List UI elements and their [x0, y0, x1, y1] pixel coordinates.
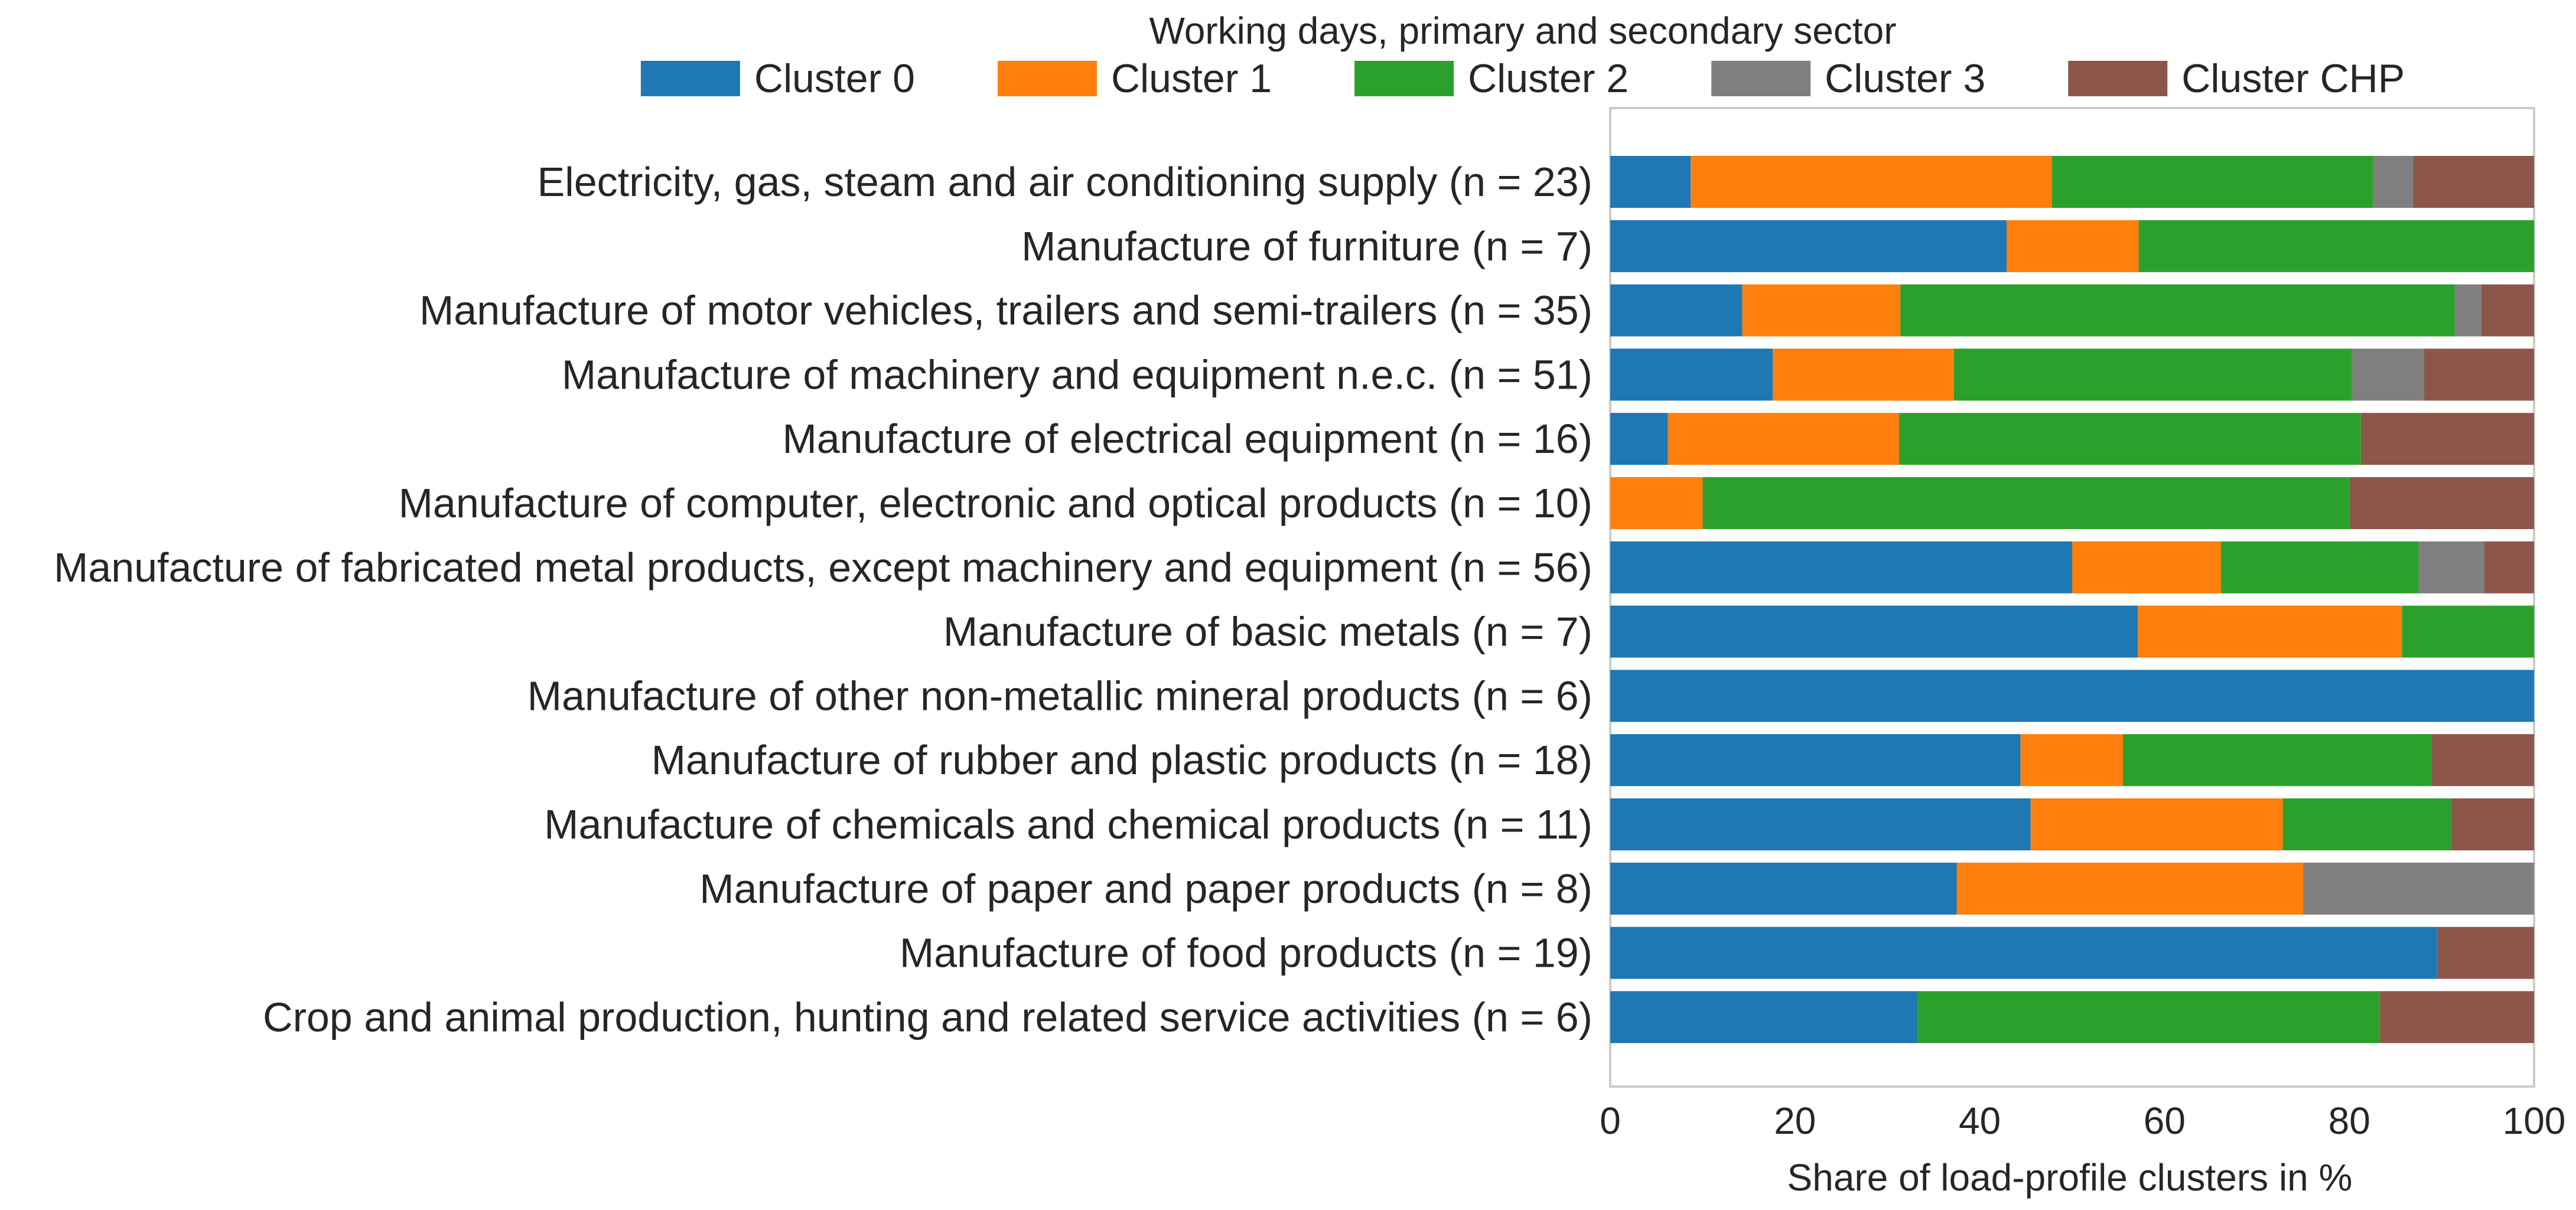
bar-segment-13-cluster-chp [2437, 927, 2534, 979]
x-tick-label: 40 [1959, 1100, 2001, 1142]
x-axis-ticks: 0 20 40 60 80 100 [1600, 1100, 2565, 1142]
bar-segment-6-cluster-1 [1610, 477, 1703, 529]
bar-segment-11-cluster-1 [2030, 798, 2283, 850]
bar-segment-10-cluster-2 [2123, 734, 2432, 787]
legend-swatch-cluster-3 [1711, 61, 1811, 96]
bar-segment-6-cluster-chp [2349, 477, 2534, 529]
bar-segment-10-cluster-chp [2431, 734, 2534, 787]
legend-label: Cluster 0 [754, 56, 915, 101]
bar-segment-7-cluster-1 [2072, 541, 2221, 593]
category-label: Manufacture of paper and paper products … [699, 866, 1593, 912]
bars [1610, 156, 2534, 1043]
bar-segment-4-cluster-chp [2424, 348, 2534, 401]
category-label: Manufacture of fabricated metal products… [54, 544, 1593, 591]
bar-segment-4-cluster-0 [1610, 348, 1773, 401]
bar-segment-12-cluster-1 [1956, 862, 2303, 915]
x-tick-label: 100 [2503, 1100, 2566, 1142]
legend-label: Cluster 1 [1111, 56, 1272, 101]
bar-segment-3-cluster-0 [1610, 284, 1743, 337]
plot-area-frame [1609, 107, 2535, 1088]
category-label: Manufacture of food products (n = 19) [900, 930, 1593, 976]
legend-swatch-cluster-2 [1354, 61, 1454, 96]
bar-segment-3-cluster-3 [2454, 284, 2481, 337]
bar-segment-3-cluster-chp [2481, 284, 2534, 337]
legend-swatch-cluster-chp [2068, 61, 2168, 96]
bar-segment-4-cluster-1 [1773, 348, 1954, 401]
x-tick-label: 60 [2144, 1100, 2186, 1142]
bar-segment-8-cluster-0 [1610, 605, 2138, 658]
bar-segment-1-cluster-2 [2051, 156, 2373, 208]
bar-segment-4-cluster-2 [1953, 348, 2352, 401]
category-label: Manufacture of furniture (n = 7) [1021, 223, 1593, 269]
category-label: Manufacture of motor vehicles, trailers … [419, 288, 1593, 334]
category-label: Manufacture of machinery and equipment n… [562, 351, 1593, 397]
bar-segment-1-cluster-0 [1610, 156, 1691, 208]
bar-segment-2-cluster-1 [2006, 220, 2139, 272]
bar-segment-11-cluster-2 [2282, 798, 2451, 850]
legend-label: Cluster CHP [2181, 56, 2405, 101]
bar-segment-5-cluster-2 [1898, 413, 2361, 465]
legend: Working days, primary and secondary sect… [640, 9, 2405, 101]
bar-segment-13-cluster-0 [1610, 927, 2437, 979]
legend-label: Cluster 3 [1825, 56, 1985, 101]
bar-segment-14-cluster-2 [1917, 991, 2380, 1043]
category-label: Manufacture of chemicals and chemical pr… [544, 801, 1593, 847]
category-label: Crop and animal production, hunting and … [263, 994, 1593, 1040]
bar-segment-7-cluster-0 [1610, 541, 2072, 593]
bar-segment-9-cluster-0 [1610, 670, 2534, 722]
bar-segment-1-cluster-3 [2373, 156, 2414, 208]
legend-items: Cluster 0 Cluster 1 Cluster 2 Cluster 3 Clus… [640, 56, 2405, 101]
bar-segment-6-cluster-2 [1702, 477, 2350, 529]
legend-swatch-cluster-1 [997, 61, 1097, 96]
x-tick-label: 0 [1600, 1100, 1621, 1142]
bar-segment-10-cluster-0 [1610, 734, 2021, 787]
bar-segment-7-cluster-3 [2418, 541, 2484, 593]
category-labels: Electricity, gas, steam and air conditio… [54, 159, 1593, 1040]
category-label: Manufacture of basic metals (n = 7) [943, 609, 1593, 655]
x-axis-title: Share of load-profile clusters in % [1787, 1156, 2353, 1199]
bar-segment-3-cluster-2 [1900, 284, 2455, 337]
legend-title: Working days, primary and secondary sect… [1149, 9, 1896, 52]
bar-segment-12-cluster-3 [2303, 862, 2534, 915]
bar-segment-4-cluster-3 [2352, 348, 2424, 401]
x-tick-label: 20 [1774, 1100, 1816, 1142]
category-label: Manufacture of rubber and plastic produc… [652, 737, 1593, 783]
category-label: Manufacture of electrical equipment (n =… [782, 416, 1593, 462]
category-label: Manufacture of other non-metallic minera… [527, 673, 1593, 719]
bar-segment-2-cluster-0 [1610, 220, 2007, 272]
bar-segment-7-cluster-chp [2484, 541, 2534, 593]
category-label: Manufacture of computer, electronic and … [399, 480, 1593, 526]
bar-segment-5-cluster-0 [1610, 413, 1668, 465]
bar-segment-2-cluster-2 [2138, 220, 2534, 272]
bar-segment-8-cluster-2 [2402, 605, 2534, 658]
category-label: Electricity, gas, steam and air conditio… [537, 159, 1593, 205]
bar-segment-1-cluster-chp [2413, 156, 2534, 208]
bar-segment-14-cluster-chp [2379, 991, 2534, 1043]
bar-segment-3-cluster-1 [1742, 284, 1901, 337]
legend-label: Cluster 2 [1468, 56, 1629, 101]
bar-segment-7-cluster-2 [2220, 541, 2419, 593]
bar-segment-12-cluster-0 [1610, 862, 1957, 915]
bar-segment-11-cluster-0 [1610, 798, 2031, 850]
bar-segment-14-cluster-0 [1610, 991, 1918, 1043]
bar-segment-11-cluster-chp [2451, 798, 2534, 850]
bar-segment-1-cluster-1 [1691, 156, 2052, 208]
bar-segment-5-cluster-chp [2360, 413, 2534, 465]
bar-segment-5-cluster-1 [1668, 413, 1899, 465]
x-tick-label: 80 [2329, 1100, 2370, 1142]
bar-segment-10-cluster-1 [2020, 734, 2124, 787]
legend-swatch-cluster-0 [640, 61, 740, 96]
bar-segment-8-cluster-1 [2138, 605, 2402, 658]
